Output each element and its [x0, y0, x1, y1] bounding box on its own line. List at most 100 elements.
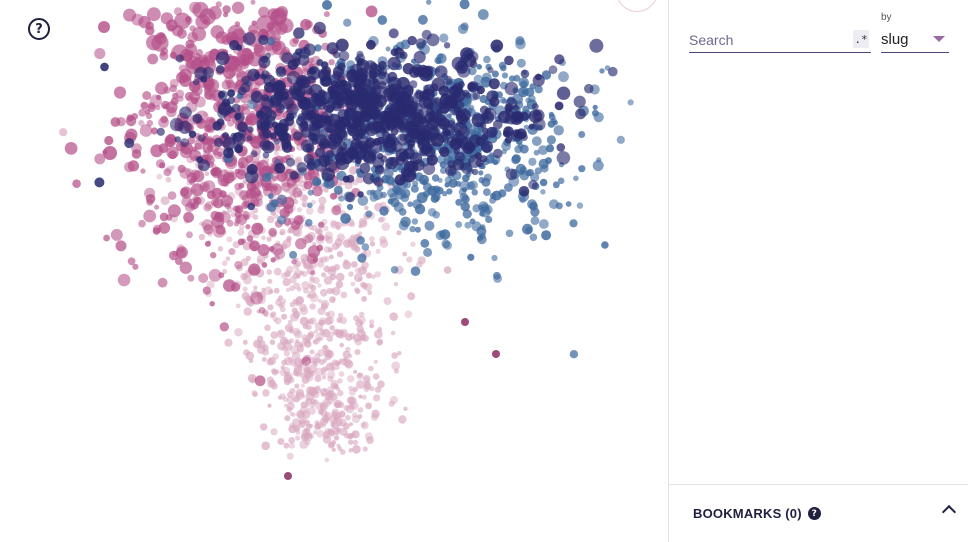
scatter-point[interactable] [319, 141, 327, 149]
scatter-point[interactable] [403, 406, 408, 411]
scatter-point[interactable] [147, 102, 156, 110]
scatter-point[interactable] [378, 67, 388, 77]
scatter-point[interactable] [316, 429, 325, 438]
scatter-point[interactable] [261, 235, 266, 241]
scatter-point[interactable] [273, 267, 282, 276]
scatter-point[interactable] [315, 179, 322, 186]
scatter-point[interactable] [334, 429, 341, 435]
scatter-point[interactable] [299, 405, 309, 415]
scatter-point[interactable] [328, 59, 335, 66]
scatter-point[interactable] [479, 210, 485, 217]
scatter-point[interactable] [281, 182, 291, 192]
scatter-point[interactable] [180, 138, 190, 148]
scatter-point[interactable] [301, 200, 309, 208]
scatter-point[interactable] [309, 356, 317, 365]
scatter-point[interactable] [329, 325, 335, 331]
scatter-point[interactable] [156, 94, 162, 100]
scatter-point[interactable] [289, 388, 296, 395]
scatter-point[interactable] [354, 338, 363, 346]
scatter-point[interactable] [472, 92, 481, 100]
scatter-point[interactable] [176, 247, 187, 258]
scatter-point[interactable] [138, 108, 147, 117]
scatter-point[interactable] [376, 339, 383, 346]
scatter-point[interactable] [406, 256, 413, 263]
scatter-point[interactable] [235, 44, 243, 51]
scatter-point[interactable] [508, 75, 516, 82]
scatter-point[interactable] [363, 282, 373, 292]
scatter-point[interactable] [253, 82, 261, 90]
scatter-point[interactable] [198, 233, 206, 241]
scatter-point[interactable] [322, 225, 329, 232]
scatter-point[interactable] [589, 38, 604, 53]
scatter-point[interactable] [348, 448, 354, 453]
scatter-point[interactable] [528, 157, 537, 166]
scatter-point[interactable] [329, 273, 337, 281]
scatter-point[interactable] [309, 303, 316, 310]
scatter-point[interactable] [555, 202, 563, 210]
scatter-point[interactable] [431, 174, 440, 182]
scatter-point[interactable] [469, 218, 476, 225]
scatter-point[interactable] [218, 272, 225, 279]
scatter-point[interactable] [251, 155, 260, 163]
scatter-point[interactable] [357, 195, 369, 206]
scatter-point[interactable] [323, 265, 330, 273]
scatter-point[interactable] [333, 264, 340, 271]
scatter-point[interactable] [312, 257, 318, 263]
scatter-point[interactable] [185, 43, 197, 55]
scatter-point[interactable] [340, 449, 346, 455]
scatter-point[interactable] [554, 101, 564, 111]
scatter-point[interactable] [322, 375, 327, 380]
scatter-point[interactable] [256, 254, 266, 264]
scatter-point[interactable] [223, 279, 236, 292]
scatter-point[interactable] [284, 472, 292, 480]
scatter-point[interactable] [573, 175, 579, 182]
scatter-point[interactable] [437, 177, 443, 183]
scatter-point[interactable] [154, 204, 160, 210]
scatter-point[interactable] [464, 221, 472, 229]
scatter-point[interactable] [352, 386, 358, 392]
scatter-point[interactable] [266, 215, 275, 224]
scatter-point[interactable] [442, 191, 448, 197]
scatter-point[interactable] [339, 316, 347, 325]
scatter-point[interactable] [499, 97, 507, 104]
scatter-point[interactable] [267, 304, 274, 311]
scatter-point[interactable] [221, 260, 228, 267]
scatter-point[interactable] [279, 369, 287, 377]
scatter-point[interactable] [246, 126, 254, 133]
scatter-point[interactable] [478, 170, 484, 176]
scatter-point[interactable] [257, 340, 266, 349]
scatter-point[interactable] [277, 438, 285, 445]
scatter-point[interactable] [477, 9, 489, 20]
scatter-point[interactable] [263, 74, 276, 87]
scatter-point[interactable] [125, 128, 138, 141]
scatter-point[interactable] [285, 168, 292, 175]
scatter-point[interactable] [260, 97, 274, 111]
scatter-point[interactable] [306, 207, 314, 215]
scatter-point[interactable] [203, 203, 212, 212]
scatter-point[interactable] [397, 351, 402, 356]
scatter-point[interactable] [249, 240, 260, 252]
scatter-point[interactable] [283, 350, 290, 357]
scatter-point[interactable] [235, 205, 244, 214]
scatter-point[interactable] [242, 32, 256, 46]
scatter-point[interactable] [490, 39, 504, 53]
scatter-point[interactable] [255, 190, 262, 197]
scatter-point[interactable] [313, 430, 318, 435]
scatter-point[interactable] [443, 240, 452, 250]
scatter-point[interactable] [246, 135, 253, 142]
scatter-point[interactable] [465, 141, 476, 153]
scatter-point[interactable] [236, 48, 255, 66]
scatter-point[interactable] [146, 198, 154, 206]
scatter-point[interactable] [397, 164, 404, 171]
scatter-point[interactable] [250, 291, 263, 305]
scatter-point[interactable] [270, 382, 278, 390]
scatter-point[interactable] [520, 133, 528, 142]
scatter-point[interactable] [518, 186, 530, 197]
scatter-point[interactable] [275, 240, 281, 246]
scatter-point[interactable] [326, 335, 334, 342]
scatter-point[interactable] [528, 179, 538, 190]
scatter-point[interactable] [213, 137, 224, 147]
scatter-point[interactable] [346, 124, 359, 137]
scatter-point[interactable] [144, 187, 156, 199]
scatter-point[interactable] [317, 96, 327, 106]
